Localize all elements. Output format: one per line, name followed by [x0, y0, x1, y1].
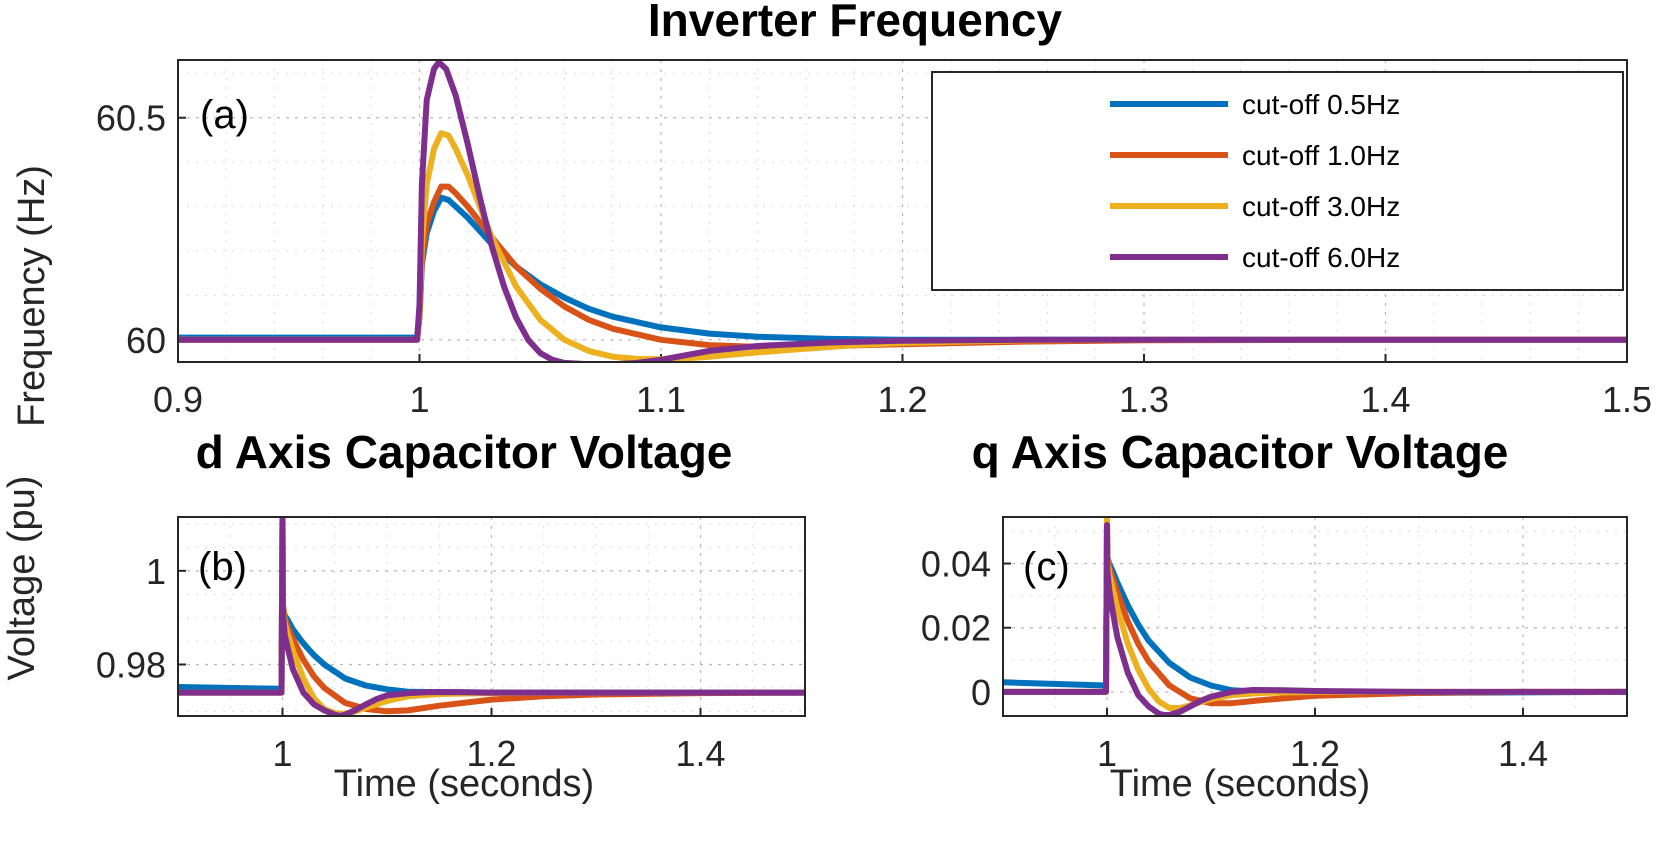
legend-entry-label: cut-off 3.0Hz	[1242, 191, 1400, 222]
x-tick-label: 1.2	[466, 733, 516, 774]
x-tick-label: 1.5	[1602, 379, 1652, 420]
x-tick-label: 1.3	[1119, 379, 1169, 420]
y-tick-label: 0.98	[96, 644, 166, 685]
x-tick-label: 1	[1097, 733, 1117, 774]
panel-b-title: d Axis Capacitor Voltage	[196, 426, 733, 478]
panel-label: (a)	[200, 93, 249, 137]
shared-voltage-ylabel: Voltage (pu)	[1, 476, 43, 681]
axes-box	[177, 516, 806, 717]
y-tick-label: 0.02	[921, 608, 991, 649]
x-tick-label: 1.4	[1498, 733, 1548, 774]
panel-label: (c)	[1023, 545, 1070, 589]
series-line-cut-off-6-0hz	[178, 59, 1627, 363]
legend: cut-off 0.5Hz cut-off 1.0Hz cut-off 3.0Hz c…	[931, 71, 1624, 291]
panel-a-ylabel: Frequency (Hz)	[11, 165, 53, 427]
legend-entry-label: cut-off 6.0Hz	[1242, 242, 1400, 273]
panel-b-xlabel: Time (seconds)	[334, 763, 594, 805]
y-tick-label: 0	[971, 672, 991, 713]
axes-box	[1002, 516, 1628, 717]
panel-a-inverter-frequency: Inverter Frequency Frequency (Hz) 0.9 1 1.…	[11, 0, 1652, 427]
series-group	[1003, 516, 1627, 717]
x-tick-label: 1.2	[877, 379, 927, 420]
panel-a-plot-area: 0.9 1 1.1 1.2 1.3 1.4 1.5 60 60.5 (a)	[96, 59, 1652, 420]
panel-c-title: q Axis Capacitor Voltage	[972, 426, 1509, 478]
panel-b-d-axis-voltage: d Axis Capacitor Voltage Time (seconds) …	[96, 426, 806, 805]
axes-box	[177, 59, 1628, 363]
legend-box	[931, 71, 1624, 291]
panel-a-title: Inverter Frequency	[648, 0, 1063, 46]
y-tick-label: 1	[146, 551, 166, 592]
panel-c-plot-area: 1 1.2 1.4 0 0.02 0.04 (c)	[921, 516, 1628, 774]
panel-b-plot-area: 1 1.2 1.4 0.98 1 (b)	[96, 516, 806, 774]
y-tick-label: 60	[126, 320, 166, 361]
x-tick-label: 1.2	[1290, 733, 1340, 774]
x-tick-label: 0.9	[153, 379, 203, 420]
panel-c-xlabel: Time (seconds)	[1110, 763, 1370, 805]
y-tick-label: 0.04	[921, 544, 991, 585]
y-tick-label: 60.5	[96, 98, 166, 139]
series-group	[178, 59, 1627, 363]
x-tick-label: 1	[409, 379, 429, 420]
legend-entry-label: cut-off 0.5Hz	[1242, 89, 1400, 120]
x-tick-label: 1.1	[636, 379, 686, 420]
x-tick-label: 1.4	[1360, 379, 1410, 420]
series-line-cut-off-0-5hz	[178, 516, 805, 696]
legend-entry-label: cut-off 1.0Hz	[1242, 140, 1400, 171]
panel-c-q-axis-voltage: q Axis Capacitor Voltage Time (seconds) …	[921, 426, 1628, 805]
x-tick-label: 1	[272, 733, 292, 774]
x-tick-label: 1.4	[675, 733, 725, 774]
panel-label: (b)	[198, 545, 247, 589]
